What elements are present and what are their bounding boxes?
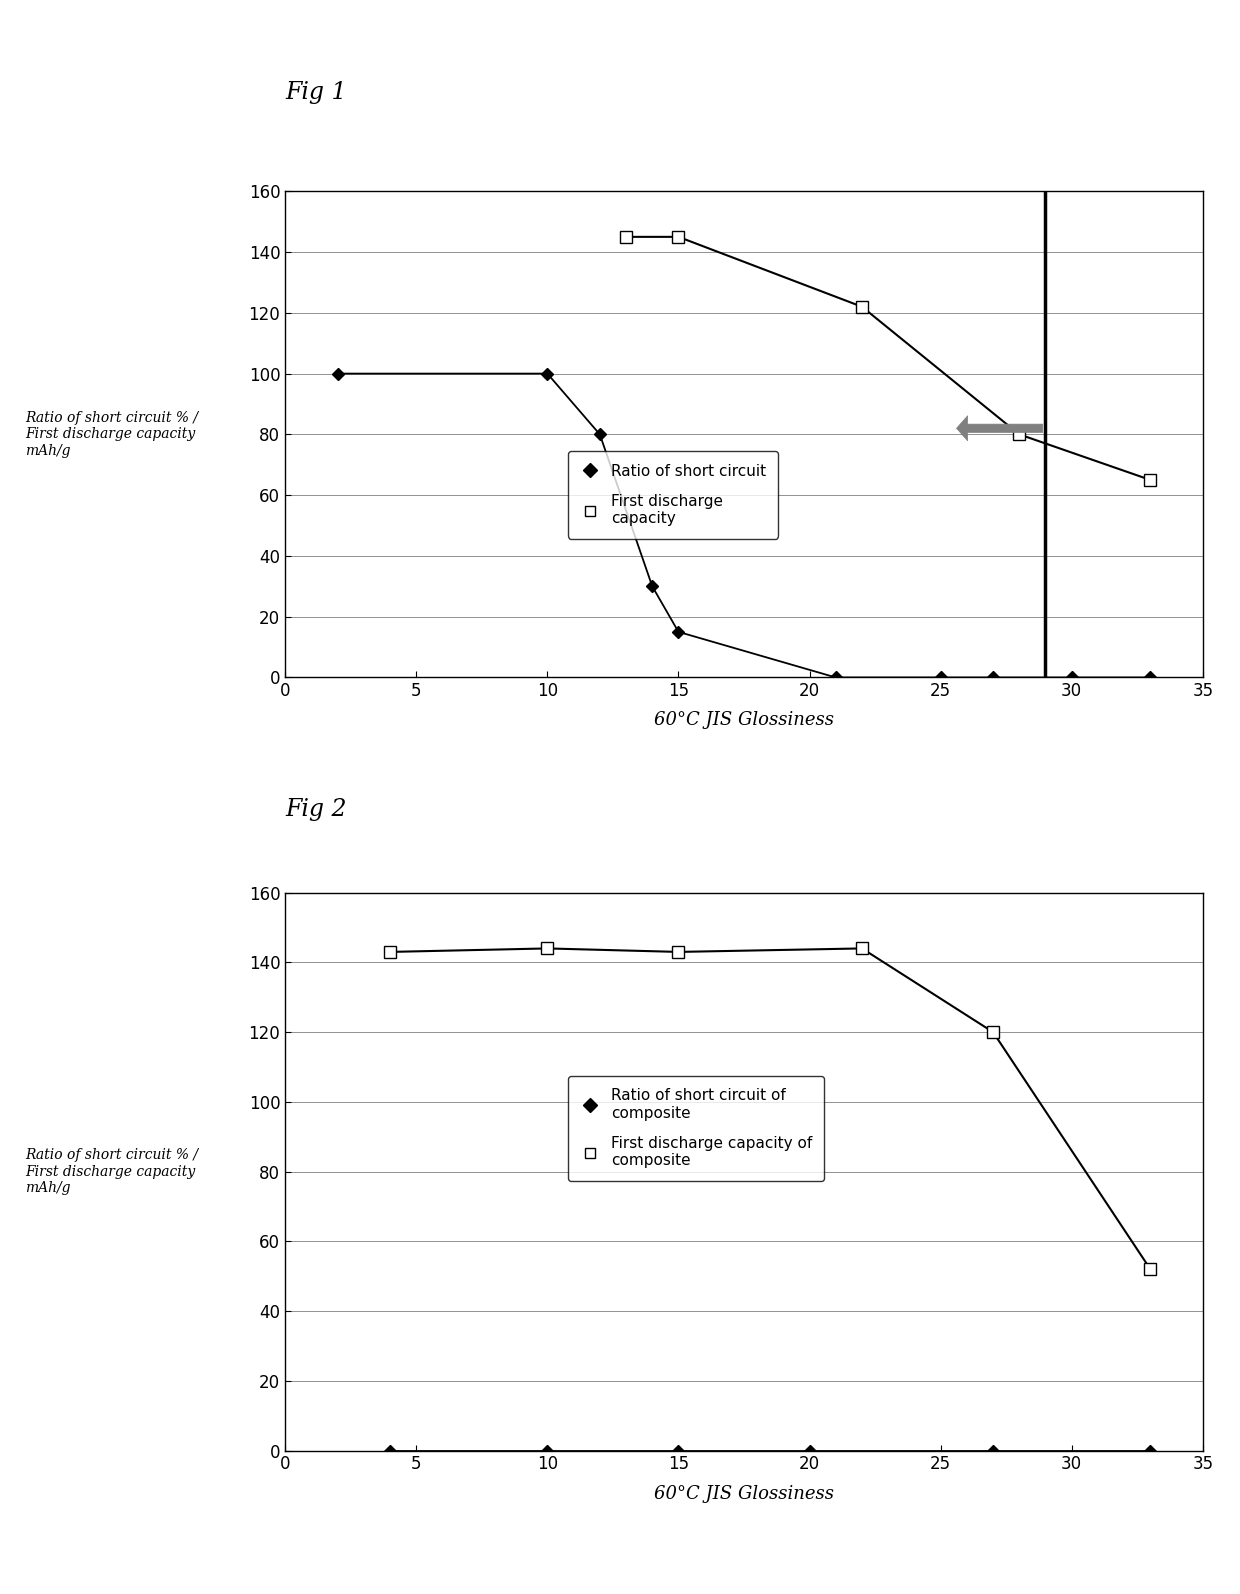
Text: Ratio of short circuit % /
First discharge capacity
mAh/g: Ratio of short circuit % / First dischar… [25, 411, 198, 457]
Text: Ratio of short circuit % /
First discharge capacity
mAh/g: Ratio of short circuit % / First dischar… [25, 1148, 198, 1196]
Legend: Ratio of short circuit of
composite, First discharge capacity of
composite: Ratio of short circuit of composite, Fir… [568, 1076, 825, 1181]
X-axis label: 60°C JIS Glossiness: 60°C JIS Glossiness [653, 711, 835, 730]
Legend: Ratio of short circuit, First discharge
capacity: Ratio of short circuit, First discharge … [568, 451, 779, 539]
Text: Fig 1: Fig 1 [285, 81, 347, 104]
Text: Fig 2: Fig 2 [285, 799, 347, 821]
X-axis label: 60°C JIS Glossiness: 60°C JIS Glossiness [653, 1484, 835, 1503]
